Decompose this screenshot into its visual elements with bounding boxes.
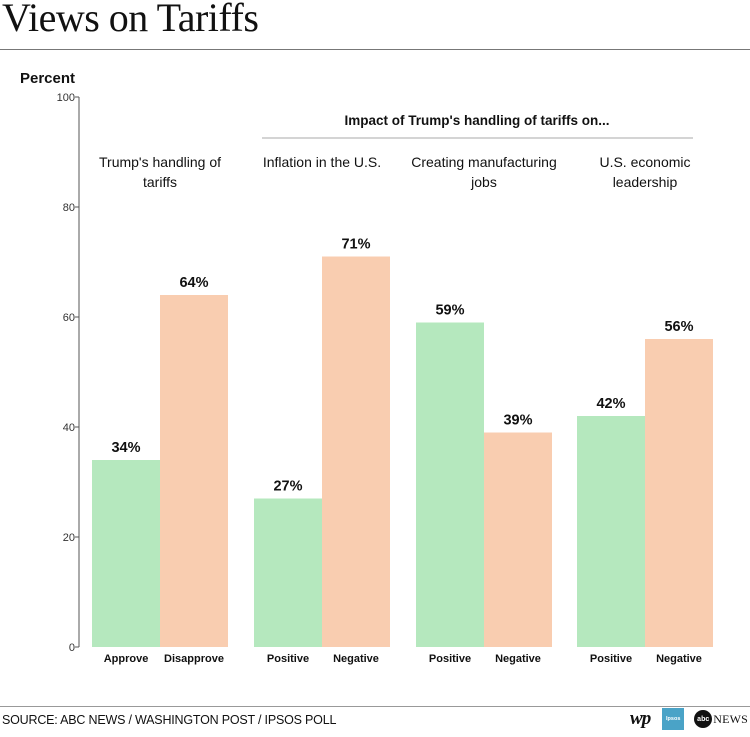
x-tick-label: Negative (656, 653, 702, 665)
y-tick-label: 80 (63, 202, 75, 214)
bar (484, 432, 552, 647)
data-label: 56% (664, 319, 693, 335)
data-label: 59% (435, 303, 464, 319)
group-title: Inflation in the U.S. (263, 154, 381, 170)
bar (577, 416, 645, 647)
bar (160, 295, 228, 647)
data-label: 64% (179, 275, 208, 291)
x-tick-label: Positive (267, 653, 309, 665)
y-tick-label: 0 (69, 642, 75, 654)
y-axis-label: Percent (20, 70, 75, 87)
y-tick-label: 40 (63, 422, 75, 434)
group-title: U.S. economic (599, 154, 690, 170)
chart-title: Views on Tariffs (2, 0, 259, 40)
y-tick-label: 60 (63, 312, 75, 324)
x-tick-label: Positive (590, 653, 632, 665)
y-tick-label: 20 (63, 532, 75, 544)
x-tick-label: Disapprove (164, 653, 224, 665)
group-title: leadership (613, 174, 678, 190)
x-tick-label: Approve (104, 653, 149, 665)
group-title: Creating manufacturing (411, 154, 557, 170)
bar (645, 339, 713, 647)
source-note: SOURCE: ABC NEWS / WASHINGTON POST / IPS… (2, 713, 337, 727)
bar (254, 498, 322, 647)
bar (322, 256, 390, 647)
data-label: 27% (273, 479, 302, 495)
bar (92, 460, 160, 647)
group-title: tariffs (143, 174, 177, 190)
washington-post-logo: wp (630, 708, 651, 729)
data-label: 34% (111, 440, 140, 456)
group-title: jobs (470, 174, 497, 190)
title-divider (0, 49, 750, 50)
bar-chart: Percent 0 20 40 60 80 100 Impact of Trump's han… (20, 70, 713, 665)
y-tick-label: 100 (57, 92, 75, 104)
x-tick-label: Negative (333, 653, 379, 665)
publisher-logos: wp Ipsos abc NEWS (630, 708, 748, 730)
impact-subheading: Impact of Trump's handling of tariffs on… (345, 113, 610, 128)
group-title: Trump's handling of (99, 154, 221, 170)
data-label: 39% (503, 413, 532, 429)
ipsos-logo: Ipsos (662, 708, 685, 730)
x-tick-label: Negative (495, 653, 541, 665)
bar (416, 322, 484, 647)
footer-divider (0, 706, 750, 707)
data-label: 71% (341, 237, 370, 253)
abc-news-wordmark: NEWS (713, 711, 748, 726)
data-label: 42% (596, 396, 625, 412)
abc-logo-mark: abc (694, 710, 713, 728)
abc-news-logo: abc NEWS (694, 710, 748, 728)
x-tick-label: Positive (429, 653, 471, 665)
